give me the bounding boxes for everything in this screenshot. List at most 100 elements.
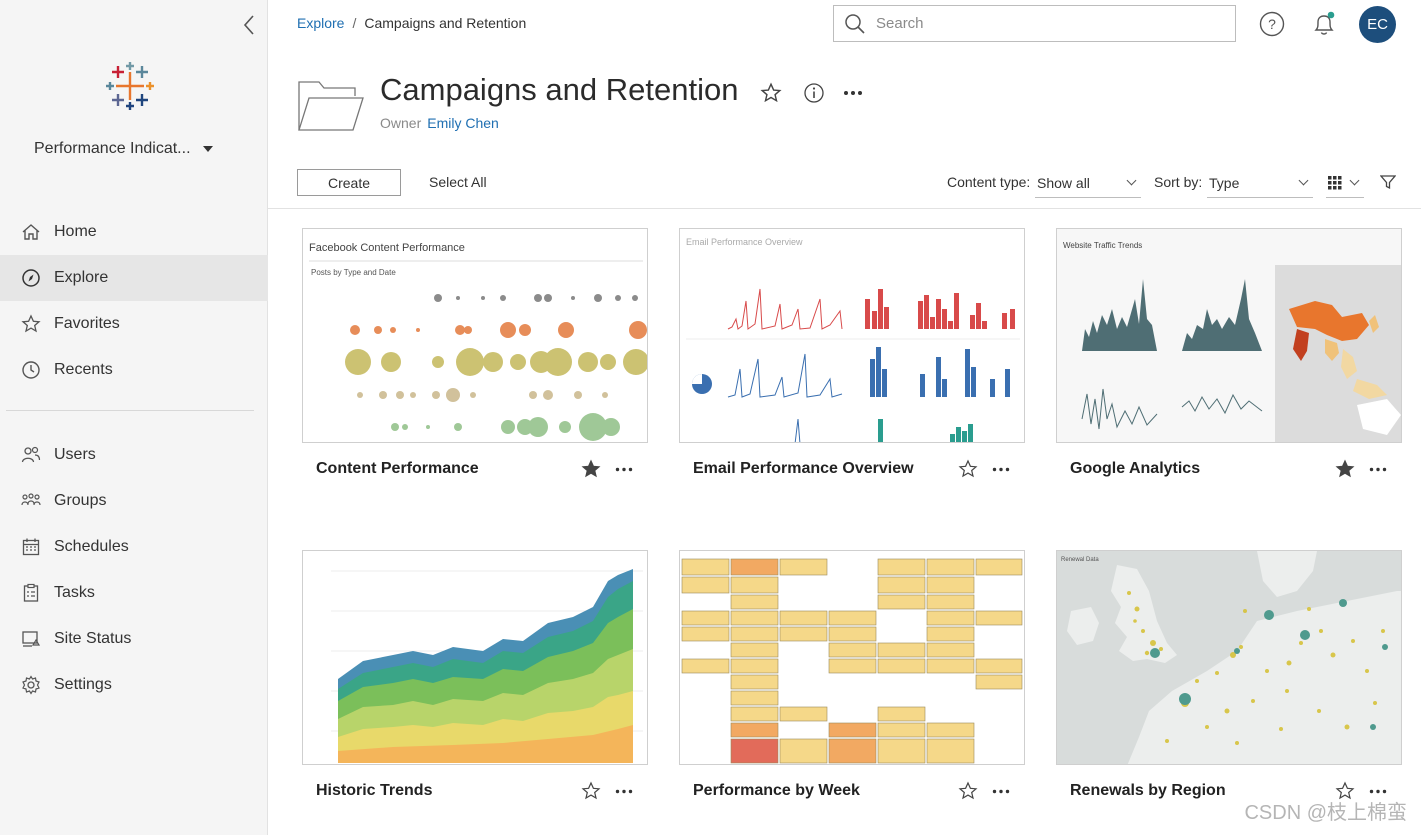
sidebar-item-schedules[interactable]: Schedules [0, 524, 268, 570]
sidebar-item-label: Users [54, 446, 96, 463]
more-actions-button[interactable] [1366, 458, 1390, 480]
help-icon: ? [1259, 11, 1285, 37]
workbook-thumbnail[interactable] [679, 550, 1025, 765]
more-actions-button[interactable] [989, 458, 1013, 480]
sidebar-item-groups[interactable]: Groups [0, 478, 268, 524]
breadcrumb-separator: / [352, 15, 357, 31]
avatar[interactable]: EC [1359, 6, 1396, 43]
breadcrumb: Explore / Campaigns and Retention [297, 15, 526, 31]
watermark: CSDN @枝上棉蛮 [1244, 802, 1407, 824]
info-button[interactable] [801, 80, 827, 106]
chevron-down-icon [1349, 175, 1360, 186]
owner-name-link[interactable]: Emily Chen [427, 115, 499, 131]
favorite-project-button[interactable] [758, 80, 784, 106]
select-all-button[interactable]: Select All [429, 174, 487, 190]
chevron-down-icon [1126, 175, 1137, 186]
breadcrumb-current: Campaigns and Retention [364, 15, 527, 31]
star-icon [1335, 781, 1355, 800]
more-actions-button[interactable] [1366, 780, 1390, 802]
workbook-card[interactable]: Performance by Week [679, 550, 1025, 800]
breadcrumb-explore-link[interactable]: Explore [297, 15, 345, 31]
workbook-thumbnail[interactable]: Facebook Content Performance Posts by Ty… [302, 228, 648, 443]
sidebar-item-favorites[interactable]: Favorites [0, 301, 268, 347]
create-button[interactable]: Create [297, 169, 401, 196]
favorite-button[interactable] [957, 780, 979, 802]
star-filled-icon [581, 459, 601, 478]
search-box[interactable] [833, 5, 1236, 42]
star-icon [20, 313, 42, 335]
more-actions-button[interactable] [840, 80, 866, 106]
sort-by-select[interactable]: Type [1207, 168, 1313, 198]
workbook-thumbnail[interactable]: Website Traffic Trends [1056, 228, 1402, 443]
workbook-card[interactable]: Facebook Content Performance Posts by Ty… [302, 228, 648, 478]
workbook-card[interactable]: Renewal Data Renewals by Region [1056, 550, 1402, 800]
favorite-button[interactable] [580, 458, 602, 480]
star-icon [958, 459, 978, 478]
sidebar-item-settings[interactable]: Settings [0, 662, 268, 708]
avatar-initials: EC [1367, 16, 1388, 33]
more-actions-button[interactable] [989, 780, 1013, 802]
clock-icon [20, 359, 42, 381]
collapse-sidebar-button[interactable] [238, 10, 260, 40]
favorite-button[interactable] [1334, 458, 1356, 480]
sidebar-divider [6, 410, 254, 411]
workbook-card[interactable]: Website Traffic Trends Google Analytics [1056, 228, 1402, 478]
favorite-button[interactable] [1334, 780, 1356, 802]
sidebar: Performance Indicat... Home Explore Favo… [0, 0, 268, 835]
workbook-thumbnail[interactable]: Renewal Data [1056, 550, 1402, 765]
card-title[interactable]: Content Performance [316, 460, 479, 477]
favorite-button[interactable] [957, 458, 979, 480]
content-type-select[interactable]: Show all [1035, 168, 1141, 198]
sidebar-item-label: Site Status [54, 630, 132, 647]
notifications-button[interactable] [1310, 10, 1338, 38]
thumbnail-title: Email Performance Overview [686, 237, 803, 247]
workbook-card[interactable]: Historic Trends [302, 550, 648, 800]
help-button[interactable]: ? [1258, 10, 1286, 38]
filter-button[interactable] [1379, 174, 1398, 192]
sidebar-item-home[interactable]: Home [0, 209, 268, 255]
compass-icon [20, 267, 42, 289]
card-title[interactable]: Email Performance Overview [693, 460, 914, 477]
owner-label: Owner [380, 115, 422, 131]
content-type-value: Show all [1037, 174, 1090, 191]
gear-icon [20, 674, 42, 696]
more-icon [1369, 789, 1387, 793]
workbook-thumbnail[interactable]: Email Performance Overview [679, 228, 1025, 443]
star-filled-icon [1335, 459, 1355, 478]
workbook-card[interactable]: Email Performance Overview Email Perform… [679, 228, 1025, 478]
more-actions-button[interactable] [612, 458, 636, 480]
search-input[interactable] [876, 15, 1216, 32]
card-title[interactable]: Historic Trends [316, 782, 433, 799]
svg-text:?: ? [1268, 16, 1276, 32]
card-title[interactable]: Renewals by Region [1070, 782, 1226, 799]
sidebar-item-label: Home [54, 223, 97, 240]
chevron-down-icon [1298, 175, 1309, 186]
site-name: Performance Indicat... [34, 140, 191, 157]
card-title[interactable]: Performance by Week [693, 782, 860, 799]
search-icon [845, 13, 865, 34]
sidebar-item-label: Settings [54, 676, 112, 693]
site-picker[interactable]: Performance Indicat... [34, 136, 234, 162]
sidebar-item-label: Explore [54, 269, 109, 286]
sidebar-item-recents[interactable]: Recents [0, 347, 268, 393]
sidebar-item-tasks[interactable]: Tasks [0, 570, 268, 616]
admin-nav: Users Groups Schedules Tasks Site Status… [0, 432, 268, 708]
sidebar-item-site-status[interactable]: Site Status [0, 616, 268, 662]
site-status-icon [20, 628, 42, 650]
toolbar-divider [268, 208, 1421, 209]
more-actions-button[interactable] [612, 780, 636, 802]
workbook-thumbnail[interactable] [302, 550, 648, 765]
more-icon [615, 467, 633, 471]
thumbnail-title: Renewal Data [1061, 557, 1099, 563]
more-icon [844, 91, 862, 95]
sidebar-item-users[interactable]: Users [0, 432, 268, 478]
sidebar-item-explore[interactable]: Explore [0, 255, 268, 301]
view-mode-select[interactable] [1326, 168, 1364, 198]
star-icon [581, 781, 601, 800]
filter-icon [1379, 175, 1397, 190]
stacked-area-thumbnail [303, 551, 647, 764]
favorite-button[interactable] [580, 780, 602, 802]
card-title[interactable]: Google Analytics [1070, 460, 1201, 477]
more-icon [992, 789, 1010, 793]
home-icon [20, 221, 42, 243]
